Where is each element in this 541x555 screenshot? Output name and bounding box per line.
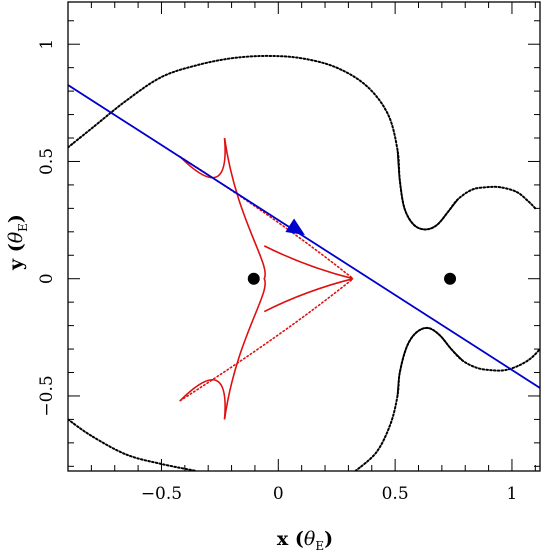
- critical-curve-lower-right: [354, 326, 540, 471]
- caustic-edge-top: [179, 137, 226, 179]
- tick-labels: −0.5 0 0.5 1 −0.5 0 0.5 1: [37, 39, 517, 504]
- x-axis-label: x (θE): [277, 528, 333, 553]
- caustic-edge-dotted-upper: [179, 155, 354, 280]
- caustic-edge-bottom: [179, 379, 226, 420]
- x-tick-label: 1: [507, 484, 518, 504]
- x-tick-label: 0: [273, 484, 284, 504]
- caustic-edge-inner: [223, 137, 266, 420]
- y-tick-label: 0: [37, 273, 57, 284]
- y-tick-label: 1: [37, 39, 57, 50]
- x-tick-label: −0.5: [141, 484, 182, 504]
- caustic-edge-right-lower: [263, 277, 354, 313]
- lens-position-2: [444, 272, 457, 285]
- plot-area: [68, 54, 540, 471]
- y-tick-label: −0.5: [37, 375, 57, 416]
- plot-frame: [67, 1, 541, 472]
- lens-position-1: [247, 272, 260, 285]
- critical-curve-lower-left: [68, 418, 198, 471]
- source-trajectory: [68, 84, 540, 389]
- x-tick-label: 0.5: [382, 484, 409, 504]
- tick-marks: [67, 2, 540, 471]
- caustic-edge-right-upper: [263, 245, 354, 280]
- trajectory-arrow: [285, 218, 305, 235]
- y-tick-label: 0.5: [37, 148, 57, 175]
- caustic-edge-dotted-lower: [179, 277, 354, 402]
- critical-curve-lobe-lower: [396, 327, 464, 397]
- y-axis-label: y (θE): [5, 214, 30, 271]
- critical-curve-lobe-upper: [396, 149, 459, 231]
- critical-curve-upper: [68, 54, 537, 231]
